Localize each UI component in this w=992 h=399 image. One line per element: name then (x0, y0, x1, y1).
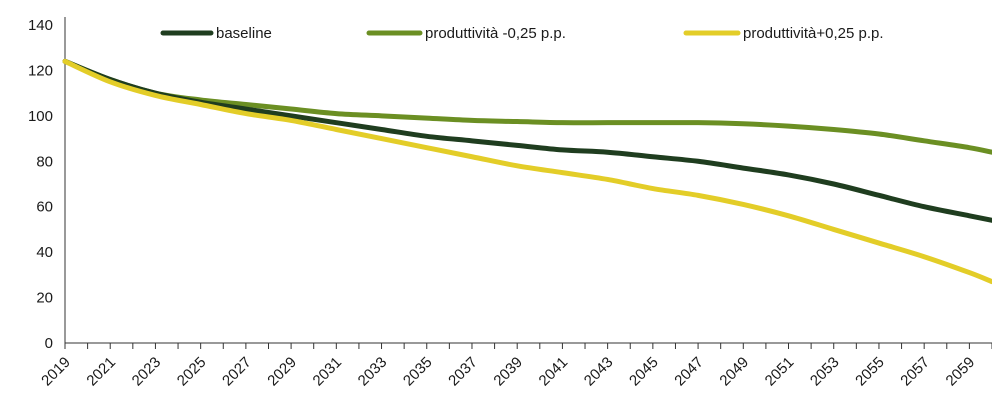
legend: baseline produttività -0,25 p.p. produttiv… (160, 25, 884, 42)
x-tick-label: 2039 (490, 354, 526, 390)
y-tick-label: 140 (28, 17, 53, 34)
series-line-productivity-plus (62, 58, 992, 285)
series-group (62, 58, 992, 285)
y-tick-label: 0 (45, 335, 53, 352)
x-tick-label: 2041 (536, 354, 572, 390)
x-tick-label: 2033 (355, 354, 391, 390)
legend-label: produttività+0,25 p.p. (743, 25, 884, 42)
series-line-productivity-minus (62, 58, 992, 155)
y-tick-label: 100 (28, 108, 53, 125)
x-tick-label: 2053 (807, 354, 843, 390)
x-tick-label: 2055 (852, 354, 888, 390)
x-tick-label: 2031 (310, 354, 346, 390)
y-tick-label: 120 (28, 62, 53, 79)
legend-label: baseline (216, 25, 272, 42)
x-tick-label: 2043 (581, 354, 617, 390)
series-line-baseline (62, 58, 992, 223)
x-tick-label: 2049 (717, 354, 753, 390)
y-axis: 0 20 40 60 80 100 120 140 (28, 17, 66, 352)
x-tick-label: 2027 (219, 354, 255, 390)
x-tick-label: 2021 (83, 354, 119, 390)
x-tick-label: 2059 (943, 354, 979, 390)
y-tick-label: 60 (36, 199, 53, 216)
x-axis: 2019 2021 2023 2025 2027 2029 2031 2033 2035 2037… (38, 342, 992, 390)
x-tick-label: 2045 (626, 354, 662, 390)
y-tick-label: 20 (36, 290, 53, 307)
y-tick-label: 80 (36, 153, 53, 170)
x-tick-label: 2047 (671, 354, 707, 390)
legend-label: produttività -0,25 p.p. (425, 25, 566, 42)
x-tick-label: 2025 (174, 354, 210, 390)
x-tick-label: 2035 (400, 354, 436, 390)
x-tick-label: 2051 (762, 354, 798, 390)
y-tick-label: 40 (36, 244, 53, 261)
x-tick-label: 2057 (897, 354, 933, 390)
x-tick-label: 2029 (264, 354, 300, 390)
x-tick-label: 2019 (38, 354, 74, 390)
x-tick-label: 2037 (445, 354, 481, 390)
x-tick-label: 2023 (129, 354, 165, 390)
